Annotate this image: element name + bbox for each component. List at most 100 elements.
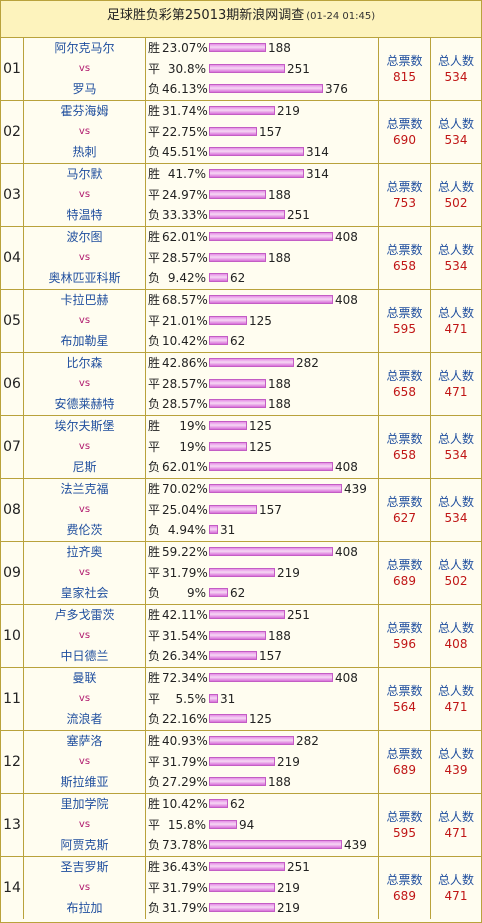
outcome-label: 平 [148,502,161,517]
total-people-value: 502 [444,574,468,588]
vote-bar [209,63,285,73]
vote-row-draw: 平 22.75% 157 [146,122,378,143]
vs-label: vs [78,377,91,389]
outcome-label: 胜 [148,545,161,559]
vote-row-lose: 负 31.79% 219 [146,898,378,919]
total-tickets-cell: 总票数 689 [379,857,431,919]
away-team-link[interactable]: 尼斯 [72,460,97,475]
match-rows: 01 阿尔克马尔 vs 罗马胜 23.07% 188 平 30.8% 251 负 46.13% 376… [1,38,481,919]
vote-bar [209,462,333,472]
away-team-link[interactable]: 皇家社会 [60,586,109,601]
home-team-link[interactable]: 阿尔克马尔 [54,41,115,55]
vote-row-draw: 平 19% 125 [146,437,378,458]
vote-row-win: 胜 70.02% 439 [146,479,378,500]
vote-count: 94 [239,817,255,832]
total-tickets-label: 总票数 [386,495,423,509]
home-team-link[interactable]: 波尔图 [66,230,103,244]
away-team-link[interactable]: 奥林匹亚科斯 [48,271,121,286]
total-people-value: 471 [444,700,468,714]
away-team-link[interactable]: 阿贾克斯 [60,838,109,853]
vote-bar [209,421,247,430]
away-team-link[interactable]: 热刺 [72,145,97,160]
home-team-link[interactable]: 拉齐奥 [66,545,103,559]
home-team-link[interactable]: 埃尔夫斯堡 [54,419,115,433]
total-people-value: 408 [444,637,468,651]
vote-row-lose: 负 26.34% 157 [146,646,378,667]
outcome-label: 平 [148,313,161,328]
vote-percent: 62.01% [162,230,208,244]
outcome-label: 平 [148,754,161,769]
home-team-link[interactable]: 卢多戈雷茨 [54,608,115,622]
vote-distribution: 胜 62.01% 408 平 28.57% 188 负 9.42% 62 [146,227,379,289]
total-people-value: 534 [444,70,468,84]
away-team-link[interactable]: 罗马 [72,82,97,97]
outcome-label: 负 [148,901,161,916]
total-people-cell: 总人数 471 [431,857,481,919]
vote-bar [209,777,266,787]
outcome-label: 负 [148,460,161,475]
home-team-link[interactable]: 霍芬海姆 [60,104,109,118]
total-people-value: 534 [444,511,468,525]
vote-bar [209,441,247,451]
vote-percent: 15.8% [167,817,206,832]
away-team-link[interactable]: 费伦茨 [66,523,103,538]
total-tickets-label: 总票数 [386,873,423,887]
away-team-link[interactable]: 斯拉维亚 [60,775,109,790]
vote-row-win: 胜 31.74% 219 [146,101,378,122]
total-people-label: 总人数 [437,54,474,68]
outcome-label: 负 [148,145,161,160]
home-team-link[interactable]: 马尔默 [66,167,103,181]
home-team-link[interactable]: 里加学院 [60,797,109,811]
total-people-label: 总人数 [437,369,474,383]
vote-percent: 31.79% [162,754,208,769]
vote-row-lose: 负 73.78% 439 [146,835,378,856]
outcome-label: 负 [148,397,161,412]
away-team-link[interactable]: 中日德兰 [60,649,109,664]
match-teams: 阿尔克马尔 vs 罗马 [24,38,146,100]
vote-row-lose: 负 22.16% 125 [146,709,378,730]
home-team-link[interactable]: 比尔森 [66,356,103,370]
vote-bar [209,799,228,808]
total-tickets-label: 总票数 [386,684,423,698]
table-row: 10 卢多戈雷茨 vs 中日德兰 胜 42.11% 251 平 31.54% 188 负 26.34%… [1,605,481,668]
vote-bar [209,504,257,514]
vote-row-draw: 平 30.8% 251 [146,59,378,80]
home-team-link[interactable]: 曼联 [72,671,97,685]
vote-count: 157 [259,502,282,517]
away-team-link[interactable]: 布加勒星 [60,334,109,349]
vote-count: 188 [268,41,291,55]
table-row: 07 埃尔夫斯堡 vs 尼斯 胜 19% 125 平 19% 125 负 62.01% 408 总票数 65… [1,416,481,479]
total-tickets-value: 627 [393,511,416,525]
vote-distribution: 胜 23.07% 188 平 30.8% 251 负 46.13% 376 [146,38,379,100]
match-number: 03 [1,164,24,226]
vote-count: 219 [277,901,300,916]
vote-count: 282 [296,356,319,370]
outcome-label: 负 [148,649,161,664]
vote-row-lose: 负 9% 62 [146,583,378,604]
away-team-link[interactable]: 流浪者 [66,712,103,727]
away-team-link[interactable]: 安德莱赫特 [54,397,115,412]
total-tickets-cell: 总票数 658 [379,353,431,415]
vote-count: 408 [335,545,358,559]
total-tickets-value: 658 [393,448,416,462]
vote-count: 31 [220,523,236,538]
home-team-link[interactable]: 法兰克福 [60,482,109,496]
vote-bar [209,126,257,136]
total-tickets-cell: 总票数 690 [379,101,431,163]
away-team-link[interactable]: 特温特 [66,208,103,223]
match-teams: 霍芬海姆 vs 热刺 [24,101,146,163]
vote-count: 314 [306,167,329,181]
vote-bar [209,169,304,178]
away-team-link[interactable]: 布拉加 [66,901,103,916]
vote-row-lose: 负 45.51% 314 [146,142,378,163]
vote-bar [209,651,257,661]
vote-count: 62 [230,334,246,349]
vote-bar [209,882,275,892]
vote-count: 125 [249,419,272,433]
home-team-link[interactable]: 圣吉罗斯 [60,860,109,874]
vote-row-draw: 平 28.57% 188 [146,374,378,395]
total-tickets-label: 总票数 [386,810,423,824]
home-team-link[interactable]: 卡拉巴赫 [60,293,109,307]
home-team-link[interactable]: 塞萨洛 [66,734,103,748]
